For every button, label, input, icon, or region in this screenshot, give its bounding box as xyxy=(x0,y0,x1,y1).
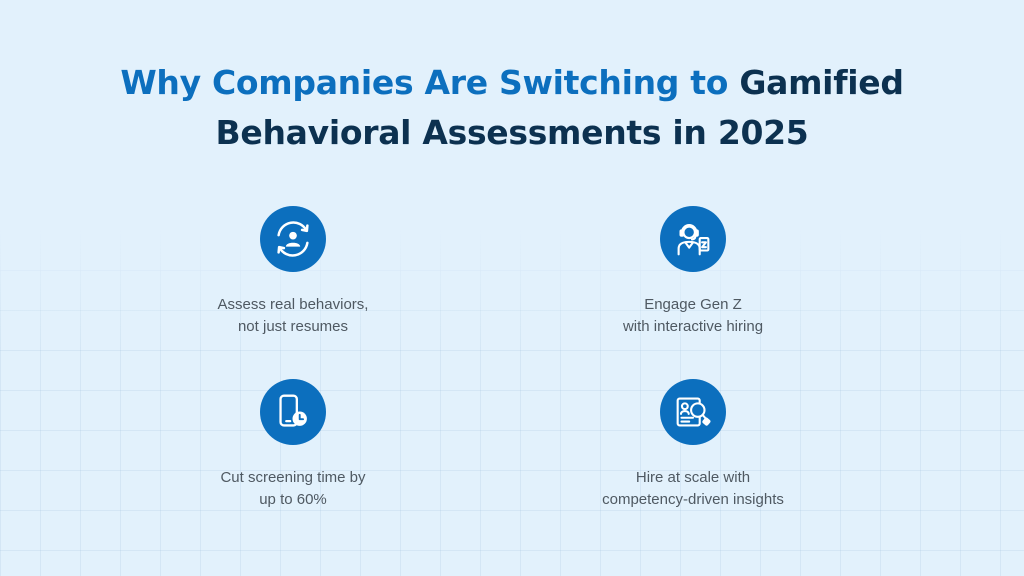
profile-search-icon xyxy=(660,379,726,445)
caption-line-1: Hire at scale with xyxy=(635,469,751,486)
feature-assess-behaviors: Assess real behaviors, not just resumes xyxy=(133,206,453,338)
feature-caption: Cut screening time by up to 60% xyxy=(133,467,453,511)
title-highlight: Why Companies Are Switching to xyxy=(120,63,729,102)
page-title: Why Companies Are Switching to Gamified … xyxy=(0,58,1024,158)
behavior-cycle-icon xyxy=(260,206,326,272)
caption-line-1: Engage Gen Z xyxy=(644,296,742,313)
caption-line-2: not just resumes xyxy=(237,318,349,335)
phone-clock-icon xyxy=(260,379,326,445)
title-line-2: Behavioral Assessments in 2025 xyxy=(215,113,809,152)
caption-line-2: competency-driven insights xyxy=(602,491,784,508)
feature-caption: Engage Gen Z with interactive hiring xyxy=(533,294,853,338)
caption-line-1: Assess real behaviors, xyxy=(217,296,369,313)
background-grid xyxy=(0,230,1024,576)
gen-z-player-icon xyxy=(660,206,726,272)
feature-caption: Hire at scale with competency-driven ins… xyxy=(533,467,853,511)
title-rest: Gamified xyxy=(739,63,904,102)
feature-engage-gen-z: Engage Gen Z with interactive hiring xyxy=(533,206,853,338)
caption-line-1: Cut screening time by xyxy=(220,469,366,486)
feature-caption: Assess real behaviors, not just resumes xyxy=(133,294,453,338)
feature-hire-at-scale: Hire at scale with competency-driven ins… xyxy=(533,379,853,511)
caption-line-2: with interactive hiring xyxy=(622,318,764,335)
feature-cut-screening-time: Cut screening time by up to 60% xyxy=(133,379,453,511)
caption-line-2: up to 60% xyxy=(259,491,327,508)
